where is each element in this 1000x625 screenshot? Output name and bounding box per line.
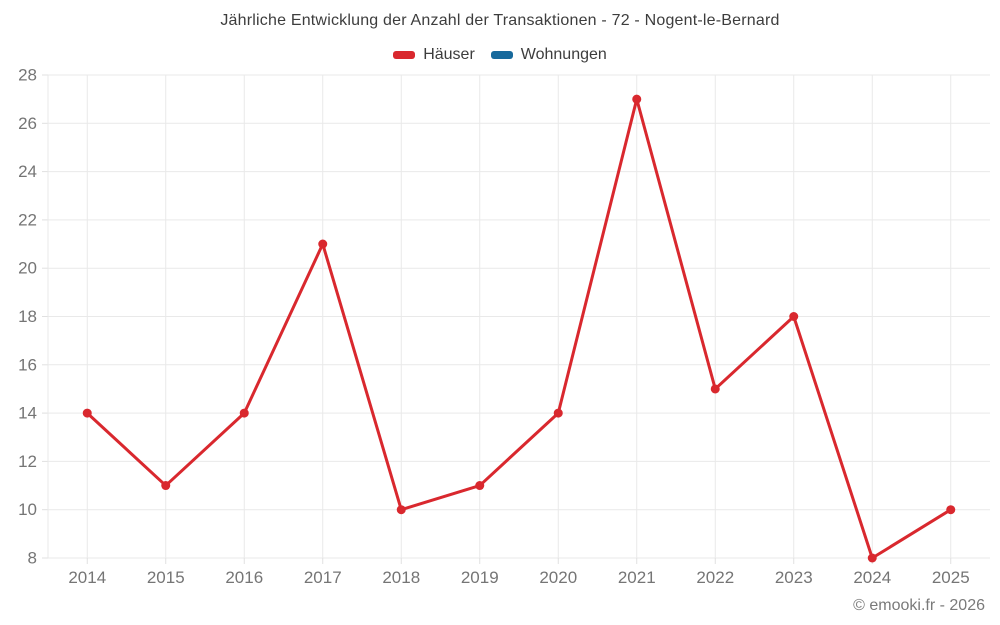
legend-item-wohnungen[interactable]: Wohnungen xyxy=(490,46,607,64)
data-point-2016[interactable] xyxy=(239,408,249,418)
x-axis-label: 2022 xyxy=(696,568,734,587)
y-axis-label: 12 xyxy=(18,452,37,471)
data-point-2017[interactable] xyxy=(318,239,328,249)
x-axis-label: 2020 xyxy=(539,568,577,587)
y-axis-label: 16 xyxy=(18,355,37,374)
legend-label-wohnungen: Wohnungen xyxy=(520,46,607,63)
x-axis-label: 2018 xyxy=(382,568,420,587)
x-axis-label: 2021 xyxy=(618,568,656,587)
data-point-2025[interactable] xyxy=(946,505,956,515)
x-axis-label: 2025 xyxy=(932,568,970,587)
data-point-2022[interactable] xyxy=(710,384,720,394)
y-axis-label: 18 xyxy=(18,307,37,326)
y-axis-label: 8 xyxy=(28,549,37,568)
x-axis-label: 2023 xyxy=(775,568,813,587)
x-axis-label: 2015 xyxy=(147,568,185,587)
chart-footer: © emooki.fr - 2026 xyxy=(853,597,985,614)
legend: Häuser Wohnungen xyxy=(0,46,1000,64)
data-point-2014[interactable] xyxy=(82,408,92,418)
data-point-2015[interactable] xyxy=(161,481,171,491)
data-point-2020[interactable] xyxy=(553,408,563,418)
legend-swatch-wohnungen-icon xyxy=(490,51,513,59)
y-axis-label: 14 xyxy=(18,404,37,423)
y-axis-label: 10 xyxy=(18,500,37,519)
data-point-2021[interactable] xyxy=(632,94,642,104)
legend-label-haeuser: Häuser xyxy=(423,46,475,63)
y-axis-label: 24 xyxy=(18,162,37,181)
chart-title: Jährliche Entwicklung der Anzahl der Tra… xyxy=(220,12,780,29)
data-point-2019[interactable] xyxy=(475,481,485,491)
y-axis-label: 20 xyxy=(18,259,37,278)
x-axis-label: 2019 xyxy=(461,568,499,587)
legend-swatch-haeuser-icon xyxy=(393,51,416,59)
y-axis-label: 22 xyxy=(18,210,37,229)
x-axis-label: 2017 xyxy=(304,568,342,587)
data-point-2024[interactable] xyxy=(867,553,877,563)
y-axis-label: 28 xyxy=(18,66,37,85)
series-line-huser xyxy=(85,97,953,560)
x-axis-label: 2016 xyxy=(225,568,263,587)
y-axis-label: 26 xyxy=(18,114,37,133)
x-axis-label: 2024 xyxy=(853,568,891,587)
data-point-2023[interactable] xyxy=(789,312,799,321)
data-point-2018[interactable] xyxy=(396,505,406,515)
x-axis-label: 2014 xyxy=(68,568,106,587)
legend-item-haeuser[interactable]: Häuser xyxy=(393,46,475,64)
